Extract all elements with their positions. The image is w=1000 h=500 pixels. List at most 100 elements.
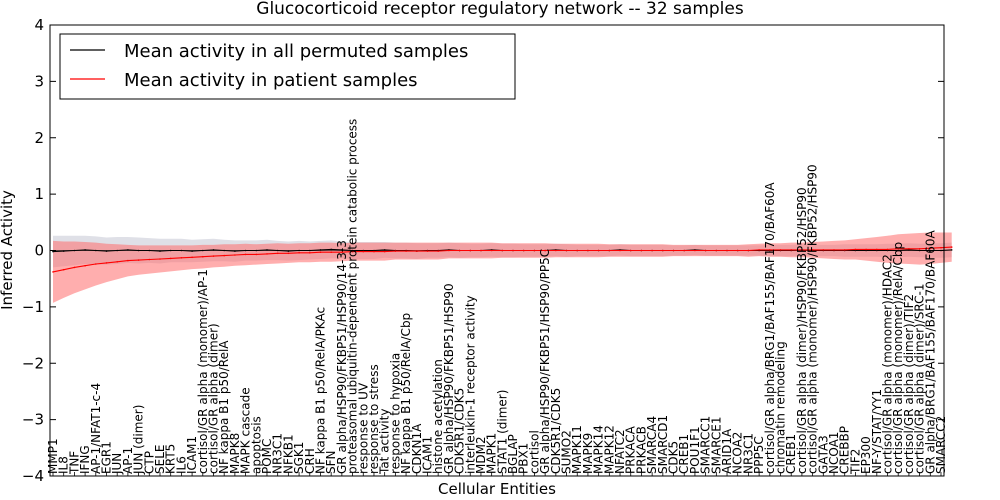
data-point — [908, 248, 910, 250]
x-tick-label: SMARCC1 — [699, 416, 713, 474]
x-tick-label: EGR1 — [100, 441, 114, 474]
data-point — [223, 254, 225, 257]
data-point — [169, 249, 172, 252]
x-tick-label: SMARCC2 — [934, 416, 948, 474]
x-tick-label: cortisol/GR alpha (monomer)/RelA/Cbp — [891, 242, 905, 474]
data-point — [341, 249, 343, 251]
data-point — [52, 271, 54, 273]
data-point — [876, 248, 878, 251]
data-point — [127, 259, 129, 262]
x-tick-label: cortisol/GR alpha (monomer)/HDAC2 — [881, 254, 895, 474]
data-point — [533, 249, 536, 252]
data-point — [897, 249, 899, 252]
data-point — [833, 249, 835, 251]
x-tick-label: SELE — [153, 445, 167, 474]
data-point — [95, 249, 97, 252]
data-point — [394, 250, 397, 252]
y-tick-label: −1 — [22, 298, 44, 316]
x-tick-label: cortisol/GR alpha (monomer)/AP-1 — [196, 269, 210, 474]
data-point — [437, 250, 440, 252]
x-tick-label: MMP1 — [46, 438, 60, 474]
data-point — [341, 251, 343, 253]
data-point — [822, 249, 825, 251]
x-tick-label: cortisol/GR alpha (monomer)/HSP90/FKBP52… — [806, 164, 820, 474]
data-point — [662, 249, 664, 252]
data-point — [405, 250, 407, 252]
data-point — [84, 249, 86, 251]
data-point — [629, 249, 632, 252]
x-tick-label: CRH — [303, 448, 317, 474]
x-tick-label: cortisol/GR alpha/BRG1/BAF155/BAF170/BAF… — [763, 182, 777, 474]
data-point — [287, 252, 290, 255]
x-tick-label: CREBBP — [838, 426, 852, 474]
data-point — [950, 249, 953, 251]
data-point — [234, 254, 236, 256]
data-point — [351, 249, 354, 252]
x-tick-label: MDM2 — [474, 436, 488, 474]
data-point — [576, 249, 578, 252]
data-point — [373, 250, 375, 253]
x-tick-label: MAPK14 — [592, 425, 606, 474]
data-point — [458, 249, 461, 252]
data-point — [191, 250, 193, 252]
x-tick-label: IL8 — [57, 456, 71, 474]
x-tick-label: SGK1 — [292, 442, 306, 474]
x-tick-label: NFATC2 — [613, 429, 627, 474]
data-point — [373, 249, 375, 252]
x-tick-label: BGLAP — [506, 434, 520, 474]
x-tick-label: NCOA1 — [827, 432, 841, 474]
x-tick-label: CDK5R1/CDK5 — [453, 388, 467, 474]
y-tick-label: −3 — [22, 411, 44, 429]
x-tick-label: POU1F1 — [688, 426, 702, 474]
data-point — [897, 248, 899, 250]
x-tick-label: CTP — [142, 451, 156, 474]
data-point — [84, 264, 86, 267]
x-tick-label: SMARCA4 — [645, 416, 659, 474]
legend-label-patient: Mean activity in patient samples — [124, 70, 418, 91]
x-tick-label: CDKN1A — [410, 423, 424, 474]
data-point — [116, 249, 118, 252]
data-point — [319, 251, 322, 253]
data-point — [854, 248, 857, 251]
data-point — [426, 250, 429, 252]
x-tick-label: AP-1/NFAT1-c-4 — [89, 383, 103, 474]
data-point — [383, 250, 386, 253]
x-tick-label: PRKACA — [624, 425, 638, 474]
x-tick-label: NF kappa B1 p50/RelA/PKAc — [314, 307, 328, 474]
data-point — [180, 257, 183, 259]
data-point — [469, 249, 472, 252]
data-point — [223, 249, 225, 252]
data-point — [651, 249, 653, 252]
x-tick-label: PBX1 — [517, 443, 531, 474]
data-point — [244, 249, 247, 252]
x-tick-label: JUN — [110, 453, 124, 475]
x-tick-label: JUN (dimer) — [132, 405, 146, 475]
x-tick-label: NCOA2 — [731, 432, 745, 474]
data-point — [929, 249, 932, 252]
data-point — [330, 251, 333, 253]
legend: Mean activity in all permuted samples Me… — [59, 33, 516, 100]
x-tick-label: proteasomal ubiquitin-dependent protein … — [346, 119, 360, 474]
data-point — [266, 249, 268, 251]
data-point — [736, 249, 739, 252]
data-point — [694, 249, 696, 252]
x-tick-label: SMARCD1 — [656, 415, 670, 474]
data-point — [790, 249, 792, 251]
data-point — [148, 258, 151, 261]
data-point — [62, 268, 65, 271]
x-tick-label: SFN — [324, 451, 338, 475]
x-tick-label: POMC — [260, 439, 274, 474]
data-point — [73, 249, 76, 252]
x-tick-label: histone acetylation — [431, 359, 445, 474]
x-tick-label: IL6 — [174, 456, 188, 474]
y-axis-label: Inferred Activity — [0, 190, 16, 310]
data-point — [758, 249, 760, 251]
data-point — [555, 249, 557, 252]
data-point — [490, 249, 493, 252]
x-tick-label: NFKB1 — [281, 434, 295, 474]
data-point — [544, 249, 546, 252]
x-tick-label: NF kappa B1 p50/RelA/Cbp — [399, 313, 413, 474]
data-point — [309, 252, 311, 254]
data-point — [276, 252, 279, 255]
